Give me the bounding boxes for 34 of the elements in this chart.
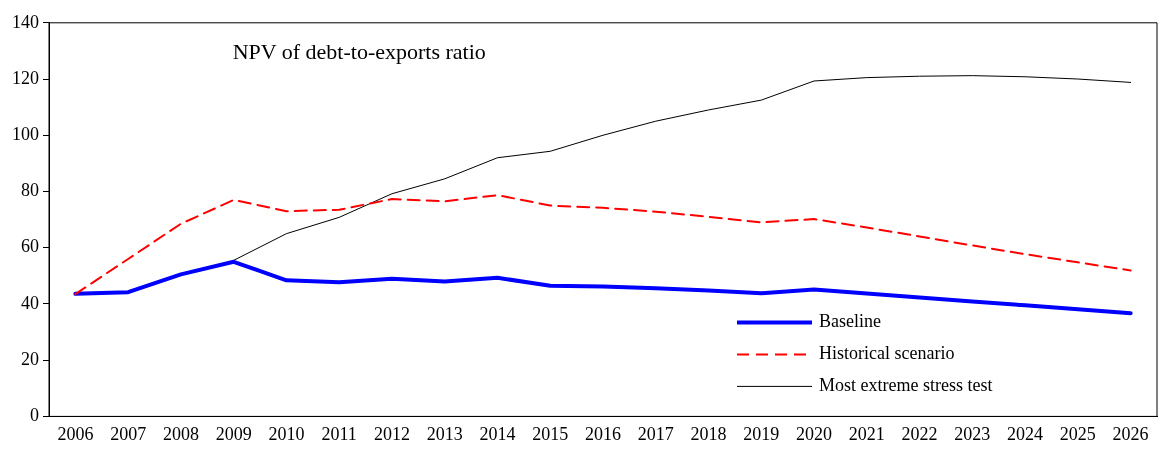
y-tick-label: 80 (21, 180, 39, 201)
x-tick-label: 2015 (532, 423, 569, 444)
legend-label: Baseline (819, 311, 881, 332)
x-tick-label: 2021 (848, 423, 885, 444)
x-tick-label: 2012 (373, 423, 410, 444)
x-tick-label: 2008 (162, 423, 199, 444)
y-tick-label: 60 (21, 236, 39, 257)
x-tick-label: 2007 (110, 423, 147, 444)
x-tick-label: 2010 (268, 423, 305, 444)
x-tick-label: 2014 (479, 423, 516, 444)
y-tick-label: 40 (21, 292, 39, 313)
x-tick-label: 2018 (690, 423, 727, 444)
x-tick-label: 2026 (1112, 423, 1149, 444)
x-tick-label: 2017 (637, 423, 674, 444)
x-tick-label: 2025 (1059, 423, 1096, 444)
x-tick-label: 2023 (954, 423, 991, 444)
legend-label: Most extreme stress test (819, 375, 993, 396)
text: NPV of debt-to-exports ratio (232, 38, 486, 64)
legend-label: Historical scenario (819, 343, 955, 364)
x-tick-label: 2016 (585, 423, 621, 444)
x-tick-label: 2013 (426, 423, 463, 444)
x-tick-label: 2019 (743, 423, 780, 444)
x-tick-label: 2024 (1007, 423, 1044, 444)
y-tick-label: 0 (30, 405, 39, 426)
y-tick-label: 120 (12, 67, 39, 88)
y-tick-label: 140 (12, 11, 39, 32)
x-tick-label: 2020 (796, 423, 833, 444)
x-tick-label: 2006 (57, 423, 94, 444)
y-tick-label: 20 (21, 348, 39, 369)
line-series (74, 194, 1132, 296)
y-tick-label: 100 (12, 123, 39, 144)
x-tick-label: 2022 (901, 423, 938, 444)
x-tick-label: 2011 (321, 423, 357, 444)
x-tick-label: 2009 (215, 423, 252, 444)
